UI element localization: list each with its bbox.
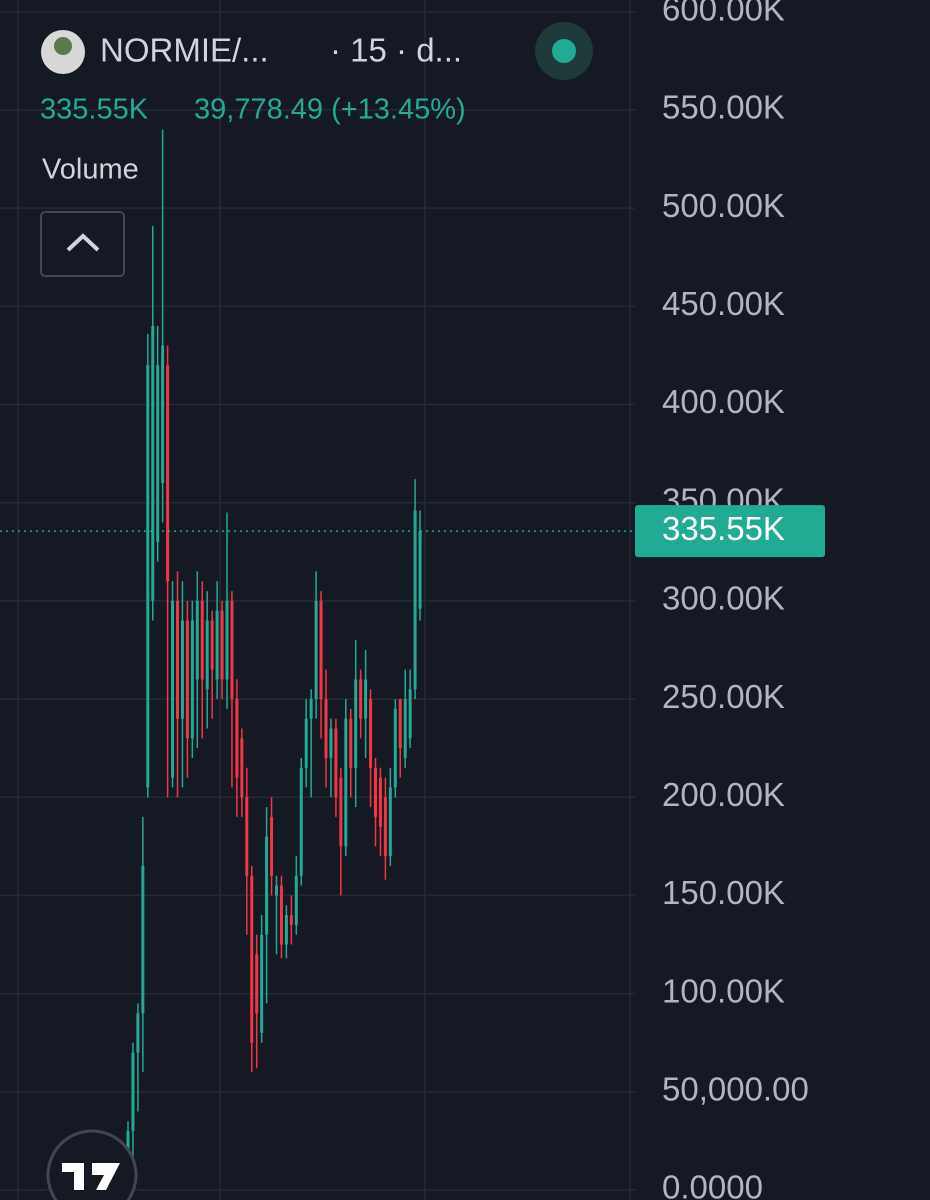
candle-body (374, 767, 377, 817)
candle-body (354, 679, 358, 768)
collapse-icon (66, 233, 100, 252)
y-tick-label: 600.00K (662, 0, 785, 28)
candle-body (319, 600, 323, 700)
legend-value: 335.55K (40, 94, 149, 126)
y-tick-label: 500.00K (662, 187, 785, 224)
candle-body (245, 797, 249, 876)
collapse-button[interactable] (40, 211, 125, 277)
y-tick-label: 550.00K (662, 89, 785, 126)
candle-body (136, 1013, 140, 1053)
candle-body (339, 777, 343, 847)
candle-body (200, 600, 204, 680)
candle-body (146, 365, 150, 788)
last-price-label: 335.55K (662, 510, 785, 547)
candle-body (309, 699, 313, 719)
candle-body (230, 600, 234, 700)
y-tick-label: 400.00K (662, 383, 785, 420)
candle-body (383, 797, 387, 857)
candle-body (334, 728, 338, 798)
last-price-tag (635, 505, 825, 558)
y-tick-label: 450.00K (662, 285, 785, 322)
candle-body (284, 915, 288, 945)
candle-body (195, 600, 199, 680)
symbol-icon-face (54, 37, 72, 55)
legend: NORMIE/... · 15 · d... 335.55K 39,778.49… (40, 22, 593, 277)
y-tick-label: 50,000.00 (662, 1071, 809, 1108)
candle-body (324, 699, 328, 758)
candle-body (378, 777, 382, 827)
candle-body (403, 699, 407, 758)
candle-body (151, 325, 155, 601)
candle-body (260, 934, 264, 1033)
candle-body (250, 875, 254, 1043)
plot (0, 11, 635, 1191)
interval: · 15 · d... (330, 32, 462, 69)
candle-body (359, 679, 363, 719)
candle-body (393, 708, 397, 788)
y-tick-label: 0.0000 (662, 1169, 763, 1200)
candle-body (215, 610, 219, 680)
y-tick-label: 250.00K (662, 678, 785, 715)
y-tick-label: 300.00K (662, 580, 785, 617)
candle-body (185, 620, 189, 739)
logo-mark (62, 1163, 120, 1190)
candle-body (141, 865, 145, 1014)
candle-body (413, 510, 417, 690)
candle-body (210, 620, 214, 670)
candle-body (294, 875, 298, 925)
candle-body (270, 816, 274, 876)
candle-body (314, 600, 318, 700)
legend-change: 39,778.49 (+13.45%) (194, 94, 466, 126)
candle-body (289, 915, 293, 925)
candle-body (126, 1131, 130, 1151)
symbol: NORMIE/... (100, 32, 269, 69)
candle-body (156, 365, 160, 542)
candle-body (408, 689, 412, 739)
candle-body (240, 738, 244, 798)
candle-body (190, 620, 194, 739)
y-tick-label: 200.00K (662, 776, 785, 813)
time-grid (17, 0, 631, 1200)
candle-body (235, 699, 239, 778)
status-dot (552, 39, 576, 63)
candle-body (304, 718, 308, 768)
candle-body (220, 610, 224, 680)
candle-body (364, 679, 368, 719)
candle-body (418, 531, 422, 609)
candle-body (205, 620, 209, 690)
candle-body (171, 600, 175, 778)
candle-body (299, 767, 303, 876)
candle-body (398, 699, 402, 749)
candle-body (329, 728, 333, 758)
candle-body (349, 718, 353, 768)
tv-logo[interactable] (46, 1129, 138, 1200)
candle-body (265, 836, 269, 935)
candle-body (166, 365, 170, 582)
candle-body (176, 600, 179, 719)
candle-body (369, 699, 373, 768)
candle-body (255, 954, 259, 1014)
candle-body (225, 600, 229, 680)
y-tick-label: 100.00K (662, 972, 785, 1009)
y-tick-label: 150.00K (662, 874, 785, 911)
candle-body (275, 885, 278, 896)
candle-body (161, 345, 165, 484)
candle-body (279, 885, 283, 945)
indicator-label: Volume (42, 154, 139, 186)
candle-body (131, 1052, 135, 1132)
candle-body (388, 787, 392, 857)
candle-body (180, 620, 184, 719)
candle-body (344, 718, 348, 847)
